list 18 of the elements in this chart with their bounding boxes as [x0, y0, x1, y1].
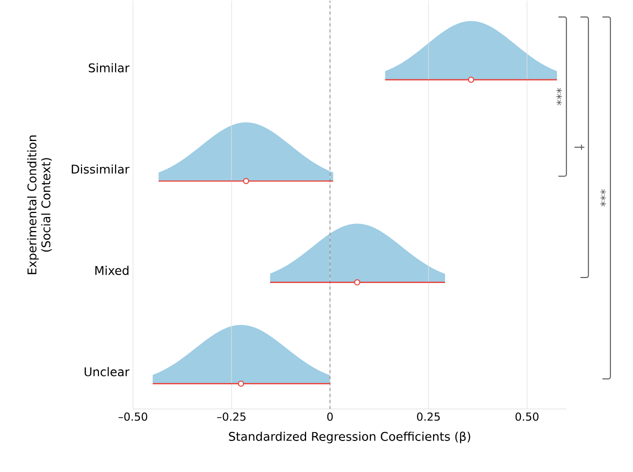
y-tick-label: Unclear	[84, 367, 130, 376]
x-tick-label: 0.50	[516, 412, 538, 421]
y-tick-label: Similar	[88, 63, 130, 72]
annotation: ***	[556, 88, 562, 106]
y-tick-label: Dissimilar	[72, 164, 130, 174]
x-tick-label: –0.25	[217, 412, 246, 421]
point	[238, 380, 244, 387]
x-tick-label: 0	[327, 412, 333, 421]
point	[354, 279, 360, 286]
y-axis-title: Experimental Condition (Social Context)	[27, 135, 52, 274]
x-tick-label: –0.50	[118, 412, 148, 421]
point	[468, 76, 474, 83]
y-tick-label: Mixed	[95, 266, 128, 275]
x-tick-label: 0.25	[417, 412, 440, 421]
text: ***	[600, 189, 606, 207]
point	[242, 178, 250, 184]
x-axis-title: Standardized Regression Coefficients (β)	[228, 432, 470, 444]
text: †	[574, 144, 584, 150]
